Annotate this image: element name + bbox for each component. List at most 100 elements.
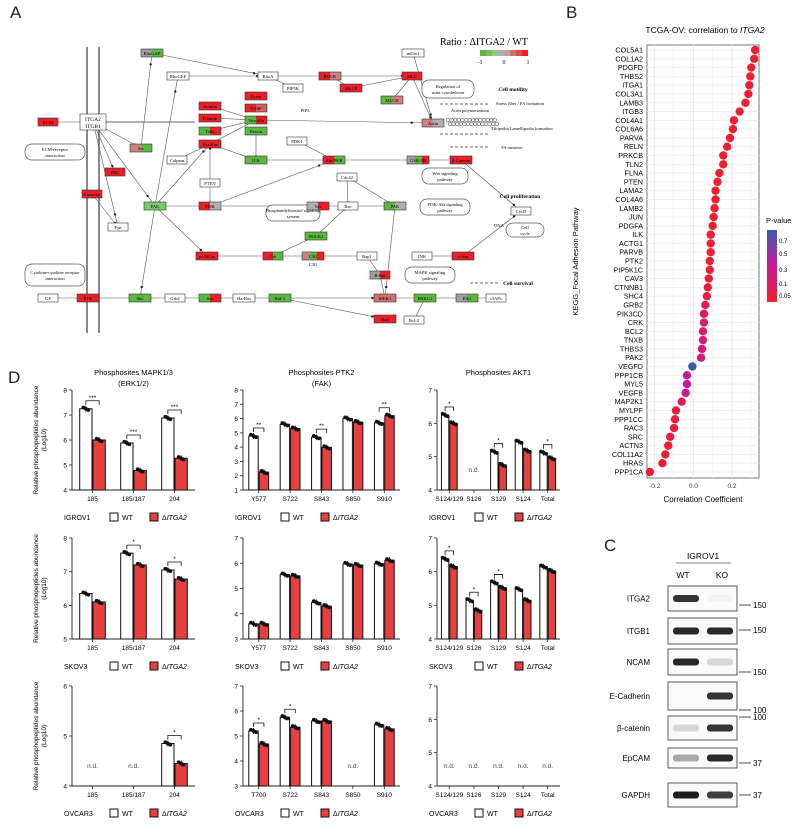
blot-gapdh: GAPDH 37: [622, 782, 762, 808]
cell-line-label: IGROV1: [687, 551, 719, 561]
node-label: RhoA: [263, 74, 275, 79]
ratio-legend-swatch: [492, 50, 498, 56]
outcome-label: FA turnover: [501, 145, 523, 150]
blot-e-cadherin: E-Cadherin 100: [610, 681, 767, 715]
replicate-dot: [181, 457, 186, 462]
protein-band: [673, 595, 699, 602]
y-tick-label: 7: [428, 536, 432, 543]
outcome-label: Actin polymerization: [451, 108, 490, 113]
panel-label-c: C: [604, 536, 617, 555]
significance-label: **: [319, 423, 325, 430]
not-detected-label: n.d.: [518, 763, 529, 770]
actin-monomer-icon: [453, 117, 458, 123]
gene-node-pdk1: PDK1: [286, 136, 308, 146]
marker-size-label: 150: [753, 668, 767, 677]
node-border: [198, 101, 222, 111]
node-label: Vav: [314, 204, 322, 209]
gene-dot: [711, 186, 720, 195]
node-color-segment: [402, 49, 424, 57]
legend-label-ko: ΔITGA2: [333, 811, 358, 818]
gene-node-pip5k: PIP5K: [282, 83, 304, 93]
node-border: [107, 222, 129, 232]
gene-node-cdc42: Cdc42: [336, 172, 358, 182]
subplot-ovcar3-0: 4 5 6 Relative phosphopeptides abundance (Lo…: [33, 681, 195, 818]
not-detected-label: n.d.: [468, 763, 479, 770]
gene-node--catenin: β-Catenin: [449, 155, 473, 165]
legend-label-ko: ΔITGA2: [527, 811, 552, 818]
y-axis-label: Relative phosphopeptides abundance: [33, 385, 40, 494]
node-border: [129, 143, 153, 153]
y-tick-label: 2: [234, 473, 238, 480]
replicate-dot: [519, 588, 524, 593]
gene-label: PPP1CC: [614, 415, 643, 424]
node-border: [322, 155, 346, 165]
node-label: DOCK1: [308, 234, 324, 239]
node-border: [268, 293, 292, 303]
gene-node-pkc: PKC: [104, 167, 126, 177]
gene-node-rhoa: RhoA: [257, 71, 279, 81]
gene-node-b-raf: B-Raf: [369, 270, 391, 280]
significance-label: ***: [171, 404, 179, 411]
gene-dot: [671, 406, 681, 415]
node-border: [79, 113, 107, 131]
cell-line-label: SKOV3: [64, 664, 87, 671]
replicate-dot: [527, 599, 532, 604]
replicate-dot: [316, 601, 321, 606]
gene-label: COL5A1: [615, 46, 643, 55]
node-color-segment: [384, 202, 395, 210]
node-color-segment: [245, 127, 267, 135]
legend-swatch-wt: [280, 808, 290, 818]
node-label: PI3K: [205, 204, 215, 209]
pathway-edge: [346, 176, 349, 207]
gene-label: BCL2: [625, 327, 643, 336]
gene-node-rhogap: RhoGAP: [140, 48, 164, 58]
node-label: cIAPs: [490, 296, 501, 301]
gene-node-fyn: Fyn: [107, 222, 129, 232]
y-tick-label: 7: [63, 413, 67, 420]
gene-label: THBS3: [620, 344, 643, 353]
cell-line-label: IGROV1: [429, 515, 456, 522]
gene-dot: [709, 212, 718, 222]
x-tick-label: 204: [169, 496, 180, 503]
protein-label: EpCAM: [622, 754, 650, 763]
gene-node-actin: Actin: [421, 118, 445, 128]
node-label: Caveolin: [84, 192, 101, 197]
node-color-segment: [152, 49, 163, 57]
actin-monomer-icon: [463, 117, 469, 123]
node-color-segment: [199, 127, 210, 135]
gene-node-p130cas: p130Cas: [195, 251, 219, 261]
gene-label: PDGFD: [618, 63, 643, 72]
replicate-dot: [168, 417, 173, 422]
legend-label-ko: ΔITGA2: [162, 664, 187, 671]
node-label: Raf-1: [275, 296, 286, 301]
arrowhead-icon: [429, 116, 432, 119]
wt-bar: [342, 563, 353, 640]
node-border: [485, 293, 507, 303]
node-color-segment: [245, 104, 256, 112]
node-border: [306, 201, 330, 211]
legend-delta: Δ: [333, 515, 338, 522]
gene-label: MYL5: [624, 380, 643, 389]
node-label: Filamin: [203, 116, 218, 121]
y-tick-label: 4: [234, 759, 238, 766]
gene-dot: [664, 441, 673, 450]
gene-node-pi3k: PI3K: [198, 201, 222, 211]
y-tick-label: 6: [428, 421, 432, 428]
pathway-edge: [154, 205, 208, 257]
legend-delta: Δ: [527, 515, 532, 522]
node-color-segment: [256, 116, 267, 124]
not-detected-label: n.d.: [493, 763, 504, 770]
node-border: [262, 251, 284, 261]
actin-monomer-icon: [462, 121, 467, 127]
gene-dot: [708, 221, 717, 231]
gene-dot: [715, 168, 724, 178]
node-border: [128, 293, 152, 303]
ko-bar: [523, 450, 532, 491]
significance-bracket: [469, 591, 479, 597]
significance-label: *: [173, 730, 176, 737]
x-tick-label: S910: [377, 792, 393, 799]
legend-label-ko: ΔITGA2: [162, 811, 187, 818]
marker-size-label: 150: [753, 601, 767, 610]
gene-node-cycd: CycD: [510, 206, 532, 216]
